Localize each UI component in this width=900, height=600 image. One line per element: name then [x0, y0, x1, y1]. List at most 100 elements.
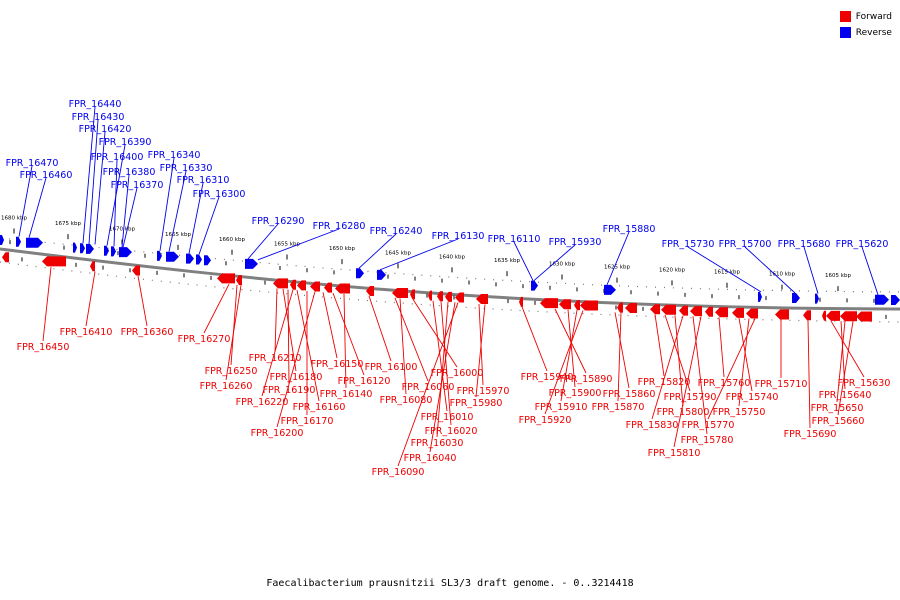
forward-gene-arrow[interactable]: [519, 296, 523, 307]
gene-label[interactable]: FPR_16090: [372, 467, 425, 478]
gene-label[interactable]: FPR_16150: [311, 359, 364, 370]
gene-label[interactable]: FPR_16080: [380, 395, 433, 406]
gene-label[interactable]: FPR_15790: [664, 392, 717, 403]
gene-label[interactable]: FPR_16250: [205, 366, 258, 377]
forward-gene-arrow[interactable]: [217, 273, 235, 284]
gene-label[interactable]: FPR_16430: [72, 112, 125, 123]
forward-gene-arrow[interactable]: [366, 285, 374, 296]
reverse-gene-arrow[interactable]: [111, 246, 116, 257]
gene-label[interactable]: FPR_16420: [79, 124, 132, 135]
reverse-gene-arrow[interactable]: [0, 235, 4, 245]
reverse-gene-arrow[interactable]: [86, 243, 94, 254]
forward-gene-arrow[interactable]: [559, 299, 571, 310]
reverse-gene-arrow[interactable]: [356, 268, 364, 279]
gene-label[interactable]: FPR_16120: [338, 376, 391, 387]
gene-label[interactable]: FPR_15970: [457, 386, 510, 397]
gene-label[interactable]: FPR_16440: [69, 99, 122, 110]
gene-label[interactable]: FPR_15890: [560, 374, 613, 385]
forward-gene-arrow[interactable]: [580, 300, 598, 311]
reverse-gene-arrow[interactable]: [119, 247, 132, 258]
forward-gene-arrow[interactable]: [803, 310, 811, 321]
gene-label[interactable]: FPR_16020: [425, 426, 478, 437]
gene-label[interactable]: FPR_15940: [521, 372, 574, 383]
reverse-gene-arrow[interactable]: [531, 280, 538, 291]
gene-label[interactable]: FPR_16260: [200, 381, 253, 392]
reverse-gene-arrow[interactable]: [186, 253, 194, 264]
gene-label[interactable]: FPR_16310: [177, 175, 230, 186]
gene-label[interactable]: FPR_16270: [178, 334, 231, 345]
forward-gene-arrow[interactable]: [775, 309, 789, 320]
forward-gene-arrow[interactable]: [132, 265, 140, 276]
gene-label[interactable]: FPR_15810: [648, 448, 701, 459]
reverse-gene-arrow[interactable]: [891, 294, 900, 305]
gene-label[interactable]: FPR_16300: [193, 189, 246, 200]
forward-gene-arrow[interactable]: [273, 278, 288, 289]
forward-gene-arrow[interactable]: [715, 307, 728, 318]
forward-gene-arrow[interactable]: [236, 275, 242, 286]
reverse-gene-arrow[interactable]: [377, 269, 386, 280]
reverse-gene-arrow[interactable]: [16, 236, 21, 247]
forward-gene-arrow[interactable]: [856, 311, 872, 322]
reverse-gene-arrow[interactable]: [104, 245, 109, 256]
forward-gene-arrow[interactable]: [822, 310, 826, 321]
forward-gene-arrow[interactable]: [705, 306, 713, 317]
gene-label[interactable]: FPR_16220: [236, 397, 289, 408]
gene-label[interactable]: FPR_15870: [592, 402, 645, 413]
gene-label[interactable]: FPR_16160: [293, 402, 346, 413]
forward-gene-arrow[interactable]: [324, 282, 332, 293]
forward-gene-arrow[interactable]: [392, 287, 408, 298]
gene-label[interactable]: FPR_16170: [281, 416, 334, 427]
forward-gene-arrow[interactable]: [732, 307, 744, 318]
gene-label[interactable]: FPR_15760: [698, 378, 751, 389]
forward-gene-arrow[interactable]: [540, 298, 558, 309]
gene-label[interactable]: FPR_16340: [148, 150, 201, 161]
gene-label[interactable]: FPR_16460: [20, 170, 73, 181]
reverse-gene-arrow[interactable]: [157, 250, 162, 261]
gene-label[interactable]: FPR_15620: [836, 239, 889, 250]
gene-label[interactable]: FPR_16400: [91, 152, 144, 163]
gene-label[interactable]: FPR_15710: [755, 379, 808, 390]
gene-label[interactable]: FPR_16030: [411, 438, 464, 449]
gene-label[interactable]: FPR_15860: [603, 389, 656, 400]
forward-gene-arrow[interactable]: [445, 291, 452, 302]
reverse-gene-arrow[interactable]: [166, 251, 179, 262]
gene-label[interactable]: FPR_15910: [535, 402, 588, 413]
gene-label[interactable]: FPR_16060: [402, 382, 455, 393]
gene-label[interactable]: FPR_16190: [263, 385, 316, 396]
reverse-gene-arrow[interactable]: [758, 291, 762, 302]
gene-label[interactable]: FPR_16180: [270, 372, 323, 383]
gene-label[interactable]: FPR_15880: [603, 224, 656, 235]
gene-label[interactable]: FPR_15700: [719, 239, 772, 250]
gene-label[interactable]: FPR_15820: [638, 377, 691, 388]
reverse-gene-arrow[interactable]: [204, 255, 211, 266]
gene-label[interactable]: FPR_16330: [160, 163, 213, 174]
gene-label[interactable]: FPR_16450: [17, 342, 70, 353]
gene-label[interactable]: FPR_16010: [421, 412, 474, 423]
reverse-gene-arrow[interactable]: [792, 292, 800, 303]
reverse-gene-arrow[interactable]: [815, 293, 819, 304]
gene-label[interactable]: FPR_16040: [404, 453, 457, 464]
gene-label[interactable]: FPR_15920: [519, 415, 572, 426]
reverse-gene-arrow[interactable]: [26, 237, 43, 248]
forward-gene-arrow[interactable]: [625, 302, 637, 313]
gene-label[interactable]: FPR_15780: [681, 435, 734, 446]
forward-gene-arrow[interactable]: [437, 291, 443, 302]
forward-gene-arrow[interactable]: [617, 302, 623, 313]
reverse-gene-arrow[interactable]: [196, 254, 202, 265]
gene-label[interactable]: FPR_15930: [549, 237, 602, 248]
gene-label[interactable]: FPR_15800: [657, 407, 710, 418]
forward-gene-arrow[interactable]: [90, 261, 95, 272]
gene-label[interactable]: FPR_15980: [450, 398, 503, 409]
gene-label[interactable]: FPR_16140: [320, 389, 373, 400]
forward-gene-arrow[interactable]: [650, 304, 660, 315]
gene-label[interactable]: FPR_16410: [60, 327, 113, 338]
gene-label[interactable]: FPR_15900: [549, 388, 602, 399]
gene-label[interactable]: FPR_15730: [662, 239, 715, 250]
gene-label[interactable]: FPR_16100: [365, 362, 418, 373]
forward-gene-arrow[interactable]: [455, 292, 464, 303]
gene-label[interactable]: FPR_16280: [313, 221, 366, 232]
gene-label[interactable]: FPR_15680: [778, 239, 831, 250]
reverse-gene-arrow[interactable]: [604, 284, 616, 295]
forward-gene-arrow[interactable]: [840, 311, 857, 322]
forward-gene-arrow[interactable]: [428, 290, 432, 301]
